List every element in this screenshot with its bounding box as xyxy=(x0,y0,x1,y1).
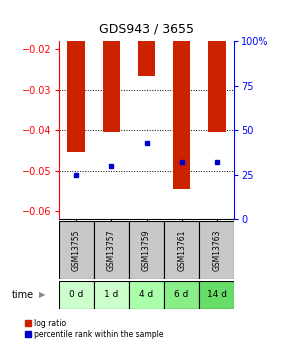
Text: GDS943 / 3655: GDS943 / 3655 xyxy=(99,22,194,36)
Bar xyxy=(103,41,120,132)
Bar xyxy=(94,281,129,309)
Text: 0 d: 0 d xyxy=(69,290,84,299)
Bar xyxy=(67,41,85,152)
Text: 6 d: 6 d xyxy=(174,290,189,299)
Text: GSM13763: GSM13763 xyxy=(212,229,221,271)
Text: 4 d: 4 d xyxy=(139,290,154,299)
Legend: log ratio, percentile rank within the sample: log ratio, percentile rank within the sa… xyxy=(24,318,165,339)
Bar xyxy=(59,221,94,279)
Bar xyxy=(164,221,199,279)
Bar xyxy=(129,281,164,309)
Text: 1 d: 1 d xyxy=(104,290,119,299)
Bar xyxy=(173,41,190,189)
Text: GSM13761: GSM13761 xyxy=(177,229,186,271)
Text: 14 d: 14 d xyxy=(207,290,227,299)
Bar xyxy=(129,221,164,279)
Text: GSM13759: GSM13759 xyxy=(142,229,151,271)
Bar xyxy=(138,41,155,76)
Text: GSM13755: GSM13755 xyxy=(72,229,81,271)
Bar xyxy=(208,41,226,132)
Text: ▶: ▶ xyxy=(39,290,45,299)
Bar xyxy=(199,221,234,279)
Bar xyxy=(94,221,129,279)
Text: GSM13757: GSM13757 xyxy=(107,229,116,271)
Bar xyxy=(199,281,234,309)
Bar xyxy=(59,281,94,309)
Bar xyxy=(164,281,199,309)
Text: time: time xyxy=(12,290,34,300)
